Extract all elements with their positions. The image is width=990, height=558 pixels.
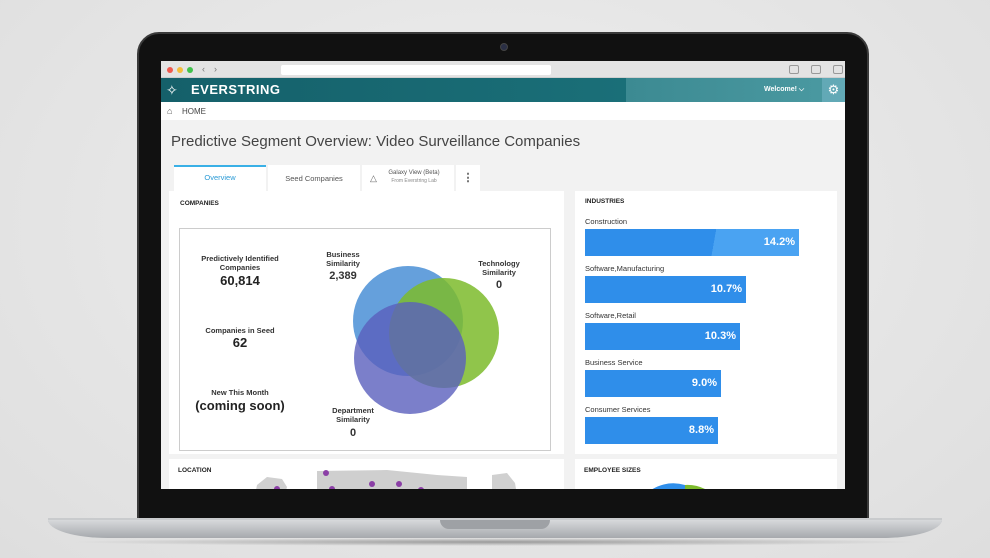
companies-summary: Predictively Identified Companies 60,814… <box>179 228 551 451</box>
industry-value: 9.0% <box>691 377 717 389</box>
settings-button[interactable]: ⚙ <box>822 78 845 102</box>
laptop-notch <box>440 520 550 529</box>
tab-sublabel: From Everstring Lab <box>391 178 437 184</box>
tabs-icon[interactable] <box>811 65 821 74</box>
tab-galaxy-view[interactable]: △ Galaxy View (Beta) From Everstring Lab <box>362 165 454 191</box>
share-icon[interactable] <box>789 65 799 74</box>
brand-name: EVERSTRING <box>191 82 281 97</box>
maximize-window-button[interactable] <box>187 67 193 73</box>
minimize-window-button[interactable] <box>177 67 183 73</box>
venn-diagram <box>353 266 499 414</box>
industry-label: Construction <box>585 217 628 226</box>
venn-value: 0 <box>495 279 503 291</box>
industry-bar[interactable]: 10.3% <box>585 323 740 350</box>
location-marker <box>369 481 375 487</box>
flask-icon: △ <box>370 173 377 183</box>
stat-label: New This Month <box>211 388 269 397</box>
venn-label: Department Similarity <box>332 406 374 424</box>
industry-value: 10.7% <box>710 283 742 295</box>
industry-bar[interactable]: 9.0% <box>585 370 721 397</box>
breadcrumb: ⌂ HOME <box>161 102 845 120</box>
location-marker <box>274 486 280 489</box>
close-window-button[interactable] <box>167 67 173 73</box>
industry-bar[interactable]: 14.2% <box>585 229 799 256</box>
tab-label: Overview <box>204 173 236 182</box>
webcam <box>500 43 508 51</box>
everstring-logo-icon: ✧ <box>166 82 178 98</box>
location-panel: LOCATION <box>169 459 564 489</box>
tab-seed-companies[interactable]: Seed Companies <box>268 165 360 191</box>
back-icon[interactable]: ‹ <box>202 64 205 74</box>
tab-label: Galaxy View (Beta) <box>388 170 440 176</box>
employee-sizes-title: EMPLOYEE SIZES <box>584 467 641 474</box>
venn-value: 0 <box>349 427 357 439</box>
breadcrumb-home[interactable]: HOME <box>182 107 206 116</box>
stat-value: 62 <box>232 335 248 350</box>
new-tab-icon[interactable] <box>833 65 843 74</box>
location-marker <box>329 486 335 489</box>
location-marker <box>396 481 402 487</box>
browser-chrome: ‹ › <box>161 61 845 78</box>
industry-bar[interactable]: 10.7% <box>585 276 746 303</box>
location-marker <box>323 470 329 476</box>
tab-overview[interactable]: Overview <box>174 165 266 191</box>
location-map <box>256 470 516 489</box>
gear-icon: ⚙ <box>827 82 840 97</box>
industry-label: Software,Retail <box>585 311 636 320</box>
industries-title: INDUSTRIES <box>585 198 625 205</box>
home-icon[interactable]: ⌂ <box>167 106 173 116</box>
companies-title: COMPANIES <box>180 200 219 207</box>
stat-label: Companies in Seed <box>205 326 275 335</box>
forward-icon[interactable]: › <box>214 64 217 74</box>
industry-value: 14.2% <box>763 236 795 248</box>
industry-label: Business Service <box>585 358 643 367</box>
laptop-base <box>48 520 942 538</box>
employee-sizes-panel: EMPLOYEE SIZES <box>575 459 837 489</box>
companies-panel: COMPANIES Predictively Identified Compan… <box>169 191 564 454</box>
tab-label: Seed Companies <box>285 174 343 183</box>
more-tabs-button[interactable]: ⋮ <box>456 165 480 191</box>
page-title: Predictive Segment Overview: Video Surve… <box>171 133 581 150</box>
location-title: LOCATION <box>178 467 212 474</box>
department-similarity-circle <box>354 302 466 414</box>
more-icon: ⋮ <box>462 172 474 184</box>
screen: ‹ › ✧ EVERSTRING Welcome! ⌵ ⚙ ⌂ HOME Pre… <box>161 61 845 489</box>
address-bar[interactable] <box>281 65 551 75</box>
location-marker <box>418 487 424 489</box>
industry-value: 8.8% <box>688 424 714 436</box>
venn-label: Technology Similarity <box>478 259 520 277</box>
industry-bar[interactable]: 8.8% <box>585 417 718 444</box>
venn-value: 2,389 <box>329 270 357 282</box>
employee-sizes-chart <box>652 483 705 489</box>
laptop-shadow <box>70 538 920 546</box>
stat-value: 60,814 <box>220 273 260 288</box>
stat-label: Predictively Identified Companies <box>201 254 279 272</box>
industry-label: Consumer Services <box>585 405 651 414</box>
industry-value: 10.3% <box>704 330 736 342</box>
venn-label: Business Similarity <box>326 250 360 268</box>
app-header: ✧ EVERSTRING Welcome! ⌵ ⚙ <box>161 78 845 102</box>
industries-panel: INDUSTRIES Construction 14.2% Software,Man… <box>575 191 837 454</box>
welcome-menu[interactable]: Welcome! ⌵ <box>764 86 805 93</box>
stat-value: (coming soon) <box>195 398 285 413</box>
industry-label: Software,Manufacturing <box>585 264 665 273</box>
